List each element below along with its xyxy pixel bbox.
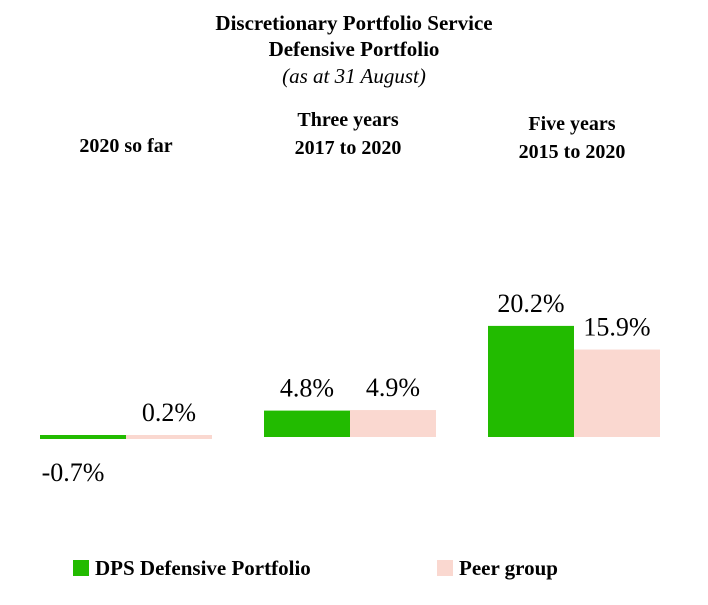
category-label-three-years: Three years 2017 to 2020 bbox=[238, 106, 458, 162]
chart-title-line-2: Defensive Portfolio bbox=[268, 37, 440, 61]
bar-dps-2020 bbox=[40, 435, 126, 439]
bar-dps-three-years bbox=[264, 410, 350, 437]
chart-title-line-1: Discretionary Portfolio Service bbox=[215, 11, 493, 35]
category-label-three-years-line-1: Three years bbox=[297, 109, 399, 131]
bar-peer-group-three-years bbox=[350, 410, 436, 437]
category-label-five-years-line-2: 2015 to 2020 bbox=[518, 141, 626, 163]
legend-label-dps: DPS Defensive Portfolio bbox=[95, 555, 311, 580]
data-label-dps-five-years: 20.2% bbox=[497, 289, 564, 318]
category-label-five-years: Five years 2015 to 2020 bbox=[462, 110, 682, 166]
category-label-five-years-line-1: Five years bbox=[528, 113, 616, 135]
legend-item-dps: DPS Defensive Portfolio bbox=[73, 554, 311, 582]
chart-subtitle: (as at 31 August) bbox=[282, 64, 426, 88]
data-label-peer-group-three-years: 4.9% bbox=[366, 373, 420, 402]
legend-item-peer-group: Peer group bbox=[437, 554, 558, 582]
bar-dps-five-years bbox=[488, 325, 574, 437]
legend-swatch-peer-group bbox=[437, 560, 453, 576]
data-label-peer-group-2020: 0.2% bbox=[142, 398, 196, 427]
bar-peer-group-five-years bbox=[574, 349, 660, 437]
data-label-dps-2020: -0.7% bbox=[42, 458, 105, 487]
data-label-peer-group-five-years: 15.9% bbox=[583, 313, 650, 342]
legend-label-peer-group: Peer group bbox=[459, 555, 558, 580]
category-label-2020: 2020 so far bbox=[16, 132, 236, 160]
category-label-three-years-line-2: 2017 to 2020 bbox=[294, 137, 402, 159]
bar-chart: -0.7% 4.8% 20.2% 0.2% 4.9% 15.9% bbox=[40, 289, 660, 487]
data-label-dps-three-years: 4.8% bbox=[280, 374, 334, 403]
legend-swatch-dps bbox=[73, 560, 89, 576]
category-label-2020-line-1: 2020 so far bbox=[79, 135, 173, 157]
bar-peer-group-2020 bbox=[126, 435, 212, 439]
